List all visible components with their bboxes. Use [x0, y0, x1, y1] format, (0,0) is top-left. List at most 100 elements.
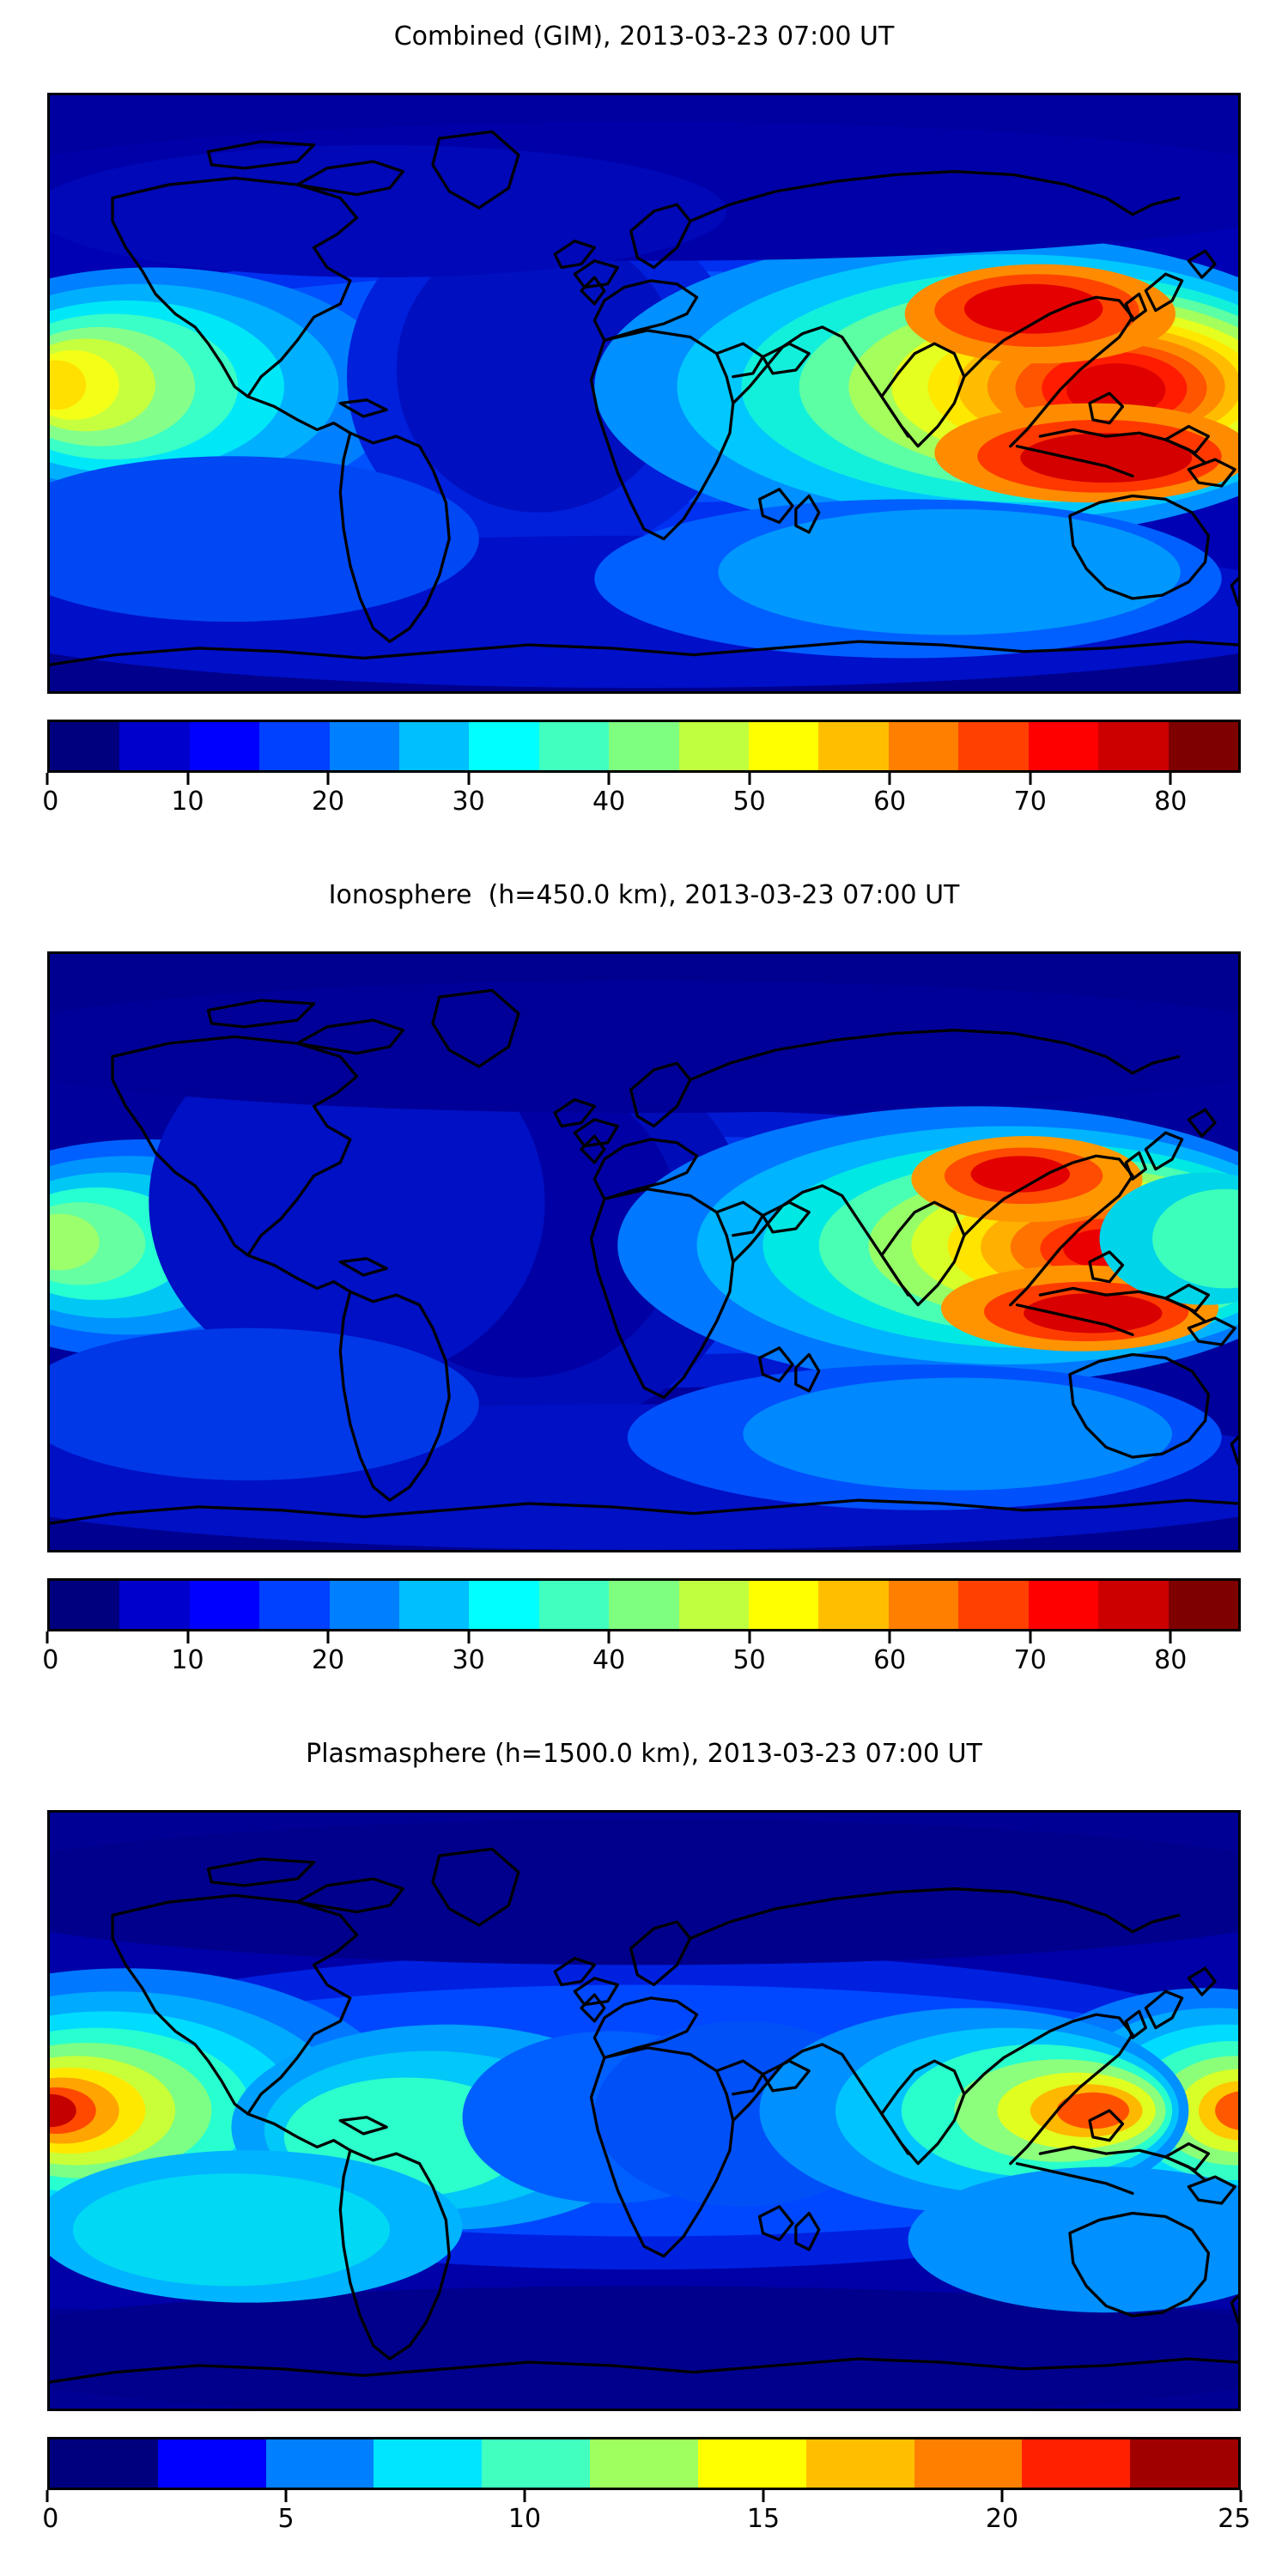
colorbar-tick-label: 60	[873, 787, 907, 817]
colorbar-tick-label: 20	[311, 1645, 345, 1675]
colorbar-tick-label: 60	[873, 1645, 907, 1675]
colorbar-labels-ionosphere: 0 10 20 30 40 50 60 70 80	[42, 1645, 1241, 1680]
colorbar-tick	[1239, 2490, 1242, 2502]
colorbar-tick-label: 20	[311, 787, 345, 817]
colorbar-band	[1098, 1581, 1169, 1629]
colorbar-tick	[467, 1631, 471, 1643]
map-axes-ionosphere	[47, 951, 1241, 1552]
colorbar-tick-label: 70	[1013, 787, 1047, 817]
colorbar-combined: 0 10 20 30 40 50 60 70 80	[42, 720, 1241, 821]
colorbar-ticks-plasmasphere	[46, 2490, 1242, 2504]
colorbar-band	[374, 2439, 483, 2488]
colorbar-band	[259, 1581, 330, 1629]
colorbar-tick-label: 10	[507, 2504, 542, 2534]
colorbar-band	[399, 722, 470, 770]
colorbar-band	[1028, 1581, 1099, 1629]
map-canvas-ionosphere	[50, 954, 1238, 1550]
colorbar-band	[1022, 2439, 1131, 2488]
panel-ionosphere: Ionosphere (h=450.0 km), 2013-03-23 07:0…	[0, 859, 1288, 1717]
colorbar-tick	[1000, 2490, 1004, 2502]
colorbar-band	[1130, 2439, 1238, 2488]
colorbar-band	[958, 1581, 1029, 1629]
colorbar-tick	[326, 1631, 330, 1643]
colorbar-bands-ionosphere	[47, 1578, 1241, 1631]
colorbar-band	[329, 1581, 400, 1629]
colorbar-tick-label: 50	[732, 1645, 766, 1675]
colorbar-tick	[1169, 773, 1172, 785]
colorbar-band	[1028, 722, 1099, 770]
colorbar-tick-label: 80	[1154, 787, 1188, 817]
colorbar-tick	[888, 1631, 891, 1643]
colorbar-tick	[467, 773, 471, 785]
colorbar-tick-label: 10	[171, 1645, 204, 1675]
colorbar-band	[538, 1581, 610, 1629]
colorbar-tick	[888, 773, 891, 785]
colorbar-band	[888, 1581, 959, 1629]
colorbar-tick	[607, 773, 611, 785]
map-axes-combined	[47, 93, 1241, 694]
colorbar-tick-label: 40	[592, 787, 626, 817]
map-canvas-combined	[50, 95, 1238, 691]
colorbar-tick-label: 40	[592, 1645, 626, 1675]
colorbar-tick	[186, 1631, 190, 1643]
colorbar-tick	[46, 1631, 49, 1643]
colorbar-band	[609, 722, 679, 770]
colorbar-tick-label: 30	[452, 787, 485, 817]
colorbar-tick-label: 50	[732, 787, 766, 817]
colorbar-band	[1168, 1581, 1238, 1629]
map-canvas-plasmasphere	[50, 1813, 1238, 2409]
colorbar-band	[469, 722, 539, 770]
colorbar-tick-label: 0	[42, 2504, 59, 2534]
colorbar-tick-label: 30	[452, 1645, 485, 1675]
colorbar-tick-label: 70	[1013, 1645, 1047, 1675]
colorbar-band	[805, 2439, 914, 2488]
colorbar-tick-label: 25	[1218, 2504, 1251, 2534]
colorbar-tick	[46, 773, 49, 785]
colorbar-tick-label: 5	[277, 2504, 295, 2534]
colorbar-band	[697, 2439, 806, 2488]
colorbar-tick-label: 0	[42, 787, 59, 817]
colorbar-band	[888, 722, 959, 770]
colorbar-tick	[284, 2490, 288, 2502]
panel-title-plasmasphere: Plasmasphere (h=1500.0 km), 2013-03-23 0…	[306, 1739, 982, 1769]
colorbar-tick	[46, 2490, 49, 2502]
colorbar-tick	[748, 773, 751, 785]
colorbar-band	[50, 2439, 158, 2488]
colorbar-ionosphere: 0 10 20 30 40 50 60 70 80	[42, 1578, 1241, 1680]
colorbar-tick	[1029, 1631, 1032, 1643]
colorbar-band	[678, 1581, 750, 1629]
colorbar-band	[50, 722, 120, 770]
colorbar-tick	[762, 2490, 765, 2502]
colorbar-ticks-combined	[46, 773, 1241, 787]
colorbar-band	[958, 722, 1029, 770]
colorbar-tick	[186, 773, 190, 785]
colorbar-band	[157, 2439, 266, 2488]
colorbar-tick	[1169, 1631, 1172, 1643]
map-axes-plasmasphere	[47, 1810, 1241, 2411]
colorbar-tick	[748, 1631, 751, 1643]
colorbar-tick-label: 20	[985, 2504, 1019, 2534]
colorbar-band	[259, 722, 330, 770]
colorbar-ticks-ionosphere	[46, 1631, 1241, 1645]
panel-combined: Combined (GIM), 2013-03-23 07:00 UT	[0, 0, 1288, 859]
colorbar-band	[329, 722, 400, 770]
panel-plasmasphere: Plasmasphere (h=1500.0 km), 2013-03-23 0…	[0, 1717, 1288, 2576]
colorbar-bands-combined	[47, 720, 1241, 773]
colorbar-band	[119, 722, 190, 770]
colorbar-band	[914, 2439, 1023, 2488]
colorbar-labels-plasmasphere: 0 5 10 15 20 25	[42, 2504, 1250, 2538]
colorbar-band	[265, 2439, 374, 2488]
colorbar-band	[189, 1581, 260, 1629]
colorbar-tick-label: 80	[1154, 1645, 1188, 1675]
colorbar-tick	[326, 773, 330, 785]
colorbar-band	[749, 1581, 819, 1629]
colorbar-band	[189, 722, 260, 770]
colorbar-band	[119, 1581, 190, 1629]
panel-title-combined: Combined (GIM), 2013-03-23 07:00 UT	[393, 21, 895, 52]
colorbar-tick	[607, 1631, 611, 1643]
colorbar-band	[1098, 722, 1169, 770]
colorbar-band	[749, 722, 819, 770]
colorbar-labels-combined: 0 10 20 30 40 50 60 70 80	[42, 787, 1241, 821]
colorbar-bands-plasmasphere	[47, 2437, 1241, 2490]
